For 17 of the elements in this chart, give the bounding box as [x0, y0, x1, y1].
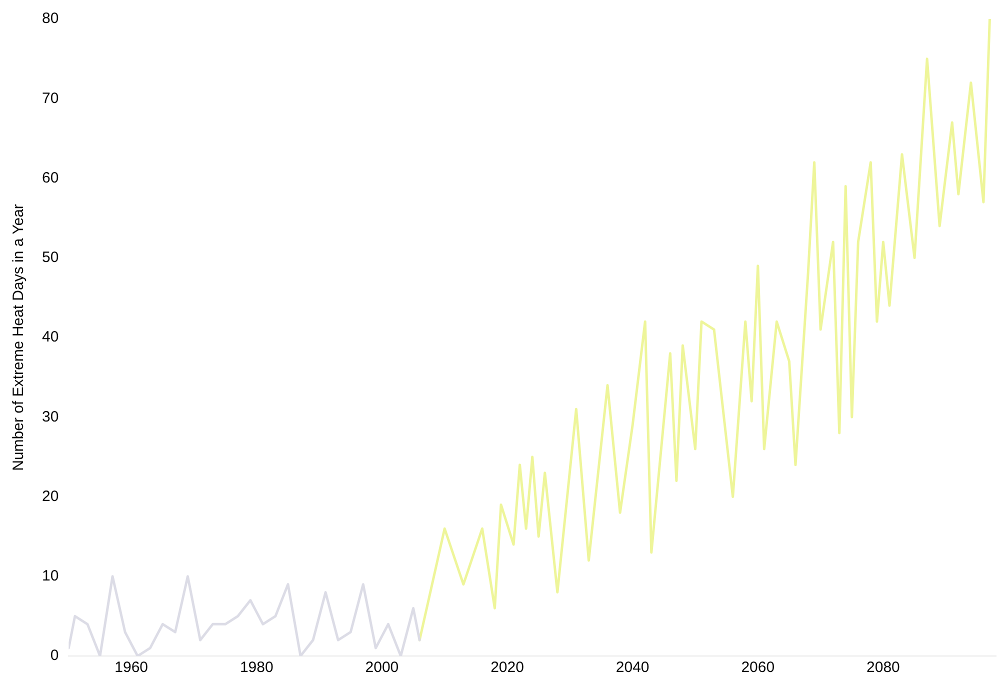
x-tick-label: 2080 [866, 659, 900, 676]
x-tick-label: 2020 [490, 659, 524, 676]
y-tick-label: 70 [42, 90, 59, 107]
y-tick-label: 80 [42, 10, 59, 28]
x-tick-label: 2000 [365, 659, 399, 676]
y-tick-label: 0 [50, 647, 59, 664]
y-tick-label: 60 [42, 169, 59, 186]
x-tick-label: 1960 [114, 659, 148, 676]
y-tick-label: 10 [42, 568, 59, 585]
x-tick-label: 2040 [616, 659, 650, 676]
y-tick-label: 50 [42, 249, 59, 266]
x-tick-label: 2060 [741, 659, 775, 676]
x-tick-label: 1980 [240, 659, 274, 676]
y-tick-label: 40 [42, 328, 59, 346]
y-axis-title: Number of Extreme Heat Days in a Year [10, 204, 28, 471]
y-tick-label: 30 [42, 408, 59, 426]
y-tick-label: 20 [42, 488, 59, 505]
